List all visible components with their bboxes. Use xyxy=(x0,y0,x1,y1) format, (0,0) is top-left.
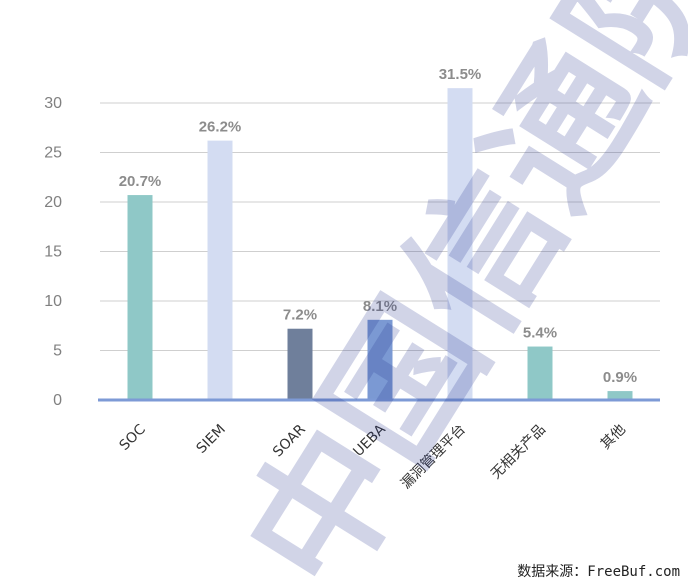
y-tick-label: 30 xyxy=(44,95,62,112)
x-tick-label: 其他 xyxy=(598,422,629,453)
data-label: 7.2% xyxy=(283,307,317,324)
y-axis-ticks: 0 5 10 15 20 25 30 xyxy=(44,95,62,409)
y-tick-label: 0 xyxy=(53,392,62,409)
y-tick-label: 20 xyxy=(44,194,62,211)
data-label: 31.5% xyxy=(439,66,482,83)
x-tick-label: SOC xyxy=(117,421,149,453)
data-label: 8.1% xyxy=(363,298,397,315)
bar-1 xyxy=(127,195,153,400)
x-tick-label: SIEM xyxy=(194,422,229,457)
data-label: 0.9% xyxy=(603,369,637,386)
data-label: 20.7% xyxy=(119,173,162,190)
bar-7 xyxy=(607,391,633,400)
source-note: 数据来源：FreeBuf.com xyxy=(517,564,680,580)
bar-5 xyxy=(447,88,473,401)
bars xyxy=(127,88,633,401)
bar-4 xyxy=(367,319,393,400)
y-tick-label: 25 xyxy=(44,145,62,162)
data-label: 5.4% xyxy=(523,325,557,342)
y-tick-label: 15 xyxy=(44,244,62,261)
data-label: 26.2% xyxy=(199,119,242,136)
data-labels: 20.7% 26.2% 7.2% 8.1% 31.5% 5.4% 0.9% xyxy=(119,66,637,386)
grid-lines xyxy=(100,102,660,351)
bar-2 xyxy=(207,140,233,400)
bar-3 xyxy=(287,328,313,400)
y-tick-label: 5 xyxy=(53,343,62,360)
watermark: 中国信通院 xyxy=(213,0,688,585)
y-tick-label: 10 xyxy=(44,293,62,310)
bar-6 xyxy=(527,346,553,400)
x-tick-label: 无相关产品 xyxy=(488,422,549,483)
